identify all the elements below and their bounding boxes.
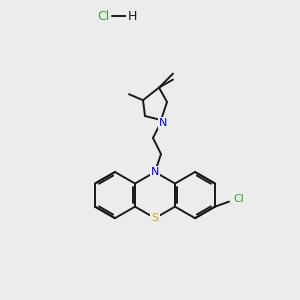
Text: N: N — [151, 167, 159, 177]
Text: Cl: Cl — [97, 10, 109, 22]
Text: Cl: Cl — [234, 194, 244, 204]
Text: N: N — [159, 118, 167, 128]
Text: S: S — [152, 213, 159, 223]
Text: H: H — [127, 10, 137, 22]
